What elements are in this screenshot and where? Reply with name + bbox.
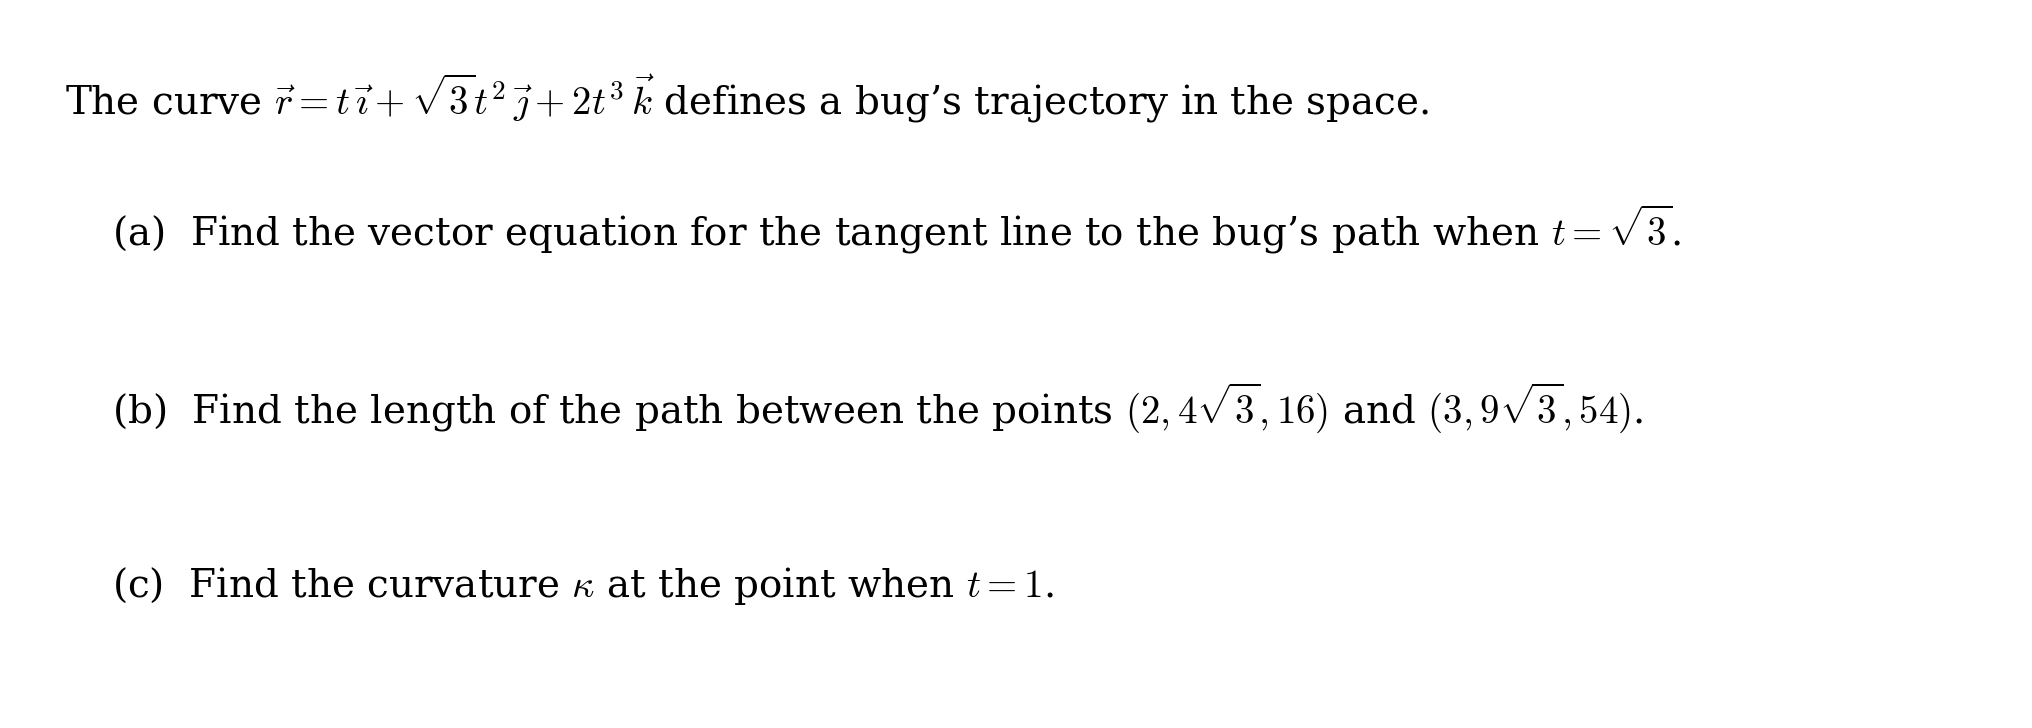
Text: (b)  Find the length of the path between the points $(2, 4\sqrt{3}, 16)$ and $(3: (b) Find the length of the path between … bbox=[112, 380, 1644, 435]
Text: (c)  Find the curvature $\kappa$ at the point when $t = 1$.: (c) Find the curvature $\kappa$ at the p… bbox=[112, 565, 1055, 607]
Text: The curve $\vec{r} = t\,\vec{\imath} + \sqrt{3}t^2\,\vec{\jmath} + 2t^3\,\vec{k}: The curve $\vec{r} = t\,\vec{\imath} + \… bbox=[65, 71, 1428, 125]
Text: (a)  Find the vector equation for the tangent line to the bug’s path when $t = \: (a) Find the vector equation for the tan… bbox=[112, 202, 1680, 256]
